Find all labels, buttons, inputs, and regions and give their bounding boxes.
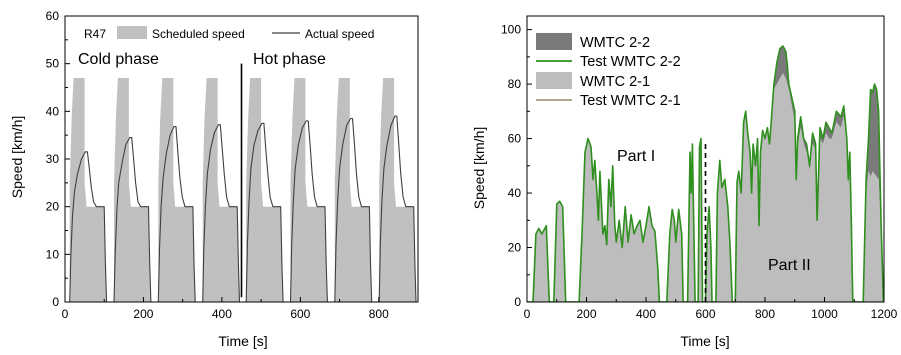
legend-label-test-wmtc22: Test WMTC 2-2 <box>580 54 681 70</box>
right-legend: WMTC 2-2 Test WMTC 2-2 WMTC 2-1 Test WMT… <box>536 33 681 109</box>
y-tick-label: 80 <box>508 77 522 91</box>
y-tick-label: 20 <box>46 200 60 214</box>
part-two-annotation: Part II <box>768 257 811 274</box>
x-tick-label: 800 <box>369 307 389 321</box>
legend-swatch-scheduled <box>117 26 147 39</box>
series-area-r-2 <box>527 73 884 302</box>
x-tick-label: 0 <box>62 307 69 321</box>
left-y-axis-title: Speed [km/h] <box>9 116 25 199</box>
y-tick-label: 20 <box>508 241 522 255</box>
legend-label-wmtc21: WMTC 2-1 <box>580 74 650 90</box>
right-chart: 0 200 400 600 800 1000 1200 0 20 40 60 80 100 Time … <box>471 15 898 349</box>
y-tick-label: 0 <box>514 295 521 309</box>
y-tick-label: 50 <box>46 57 60 71</box>
y-tick-label: 60 <box>508 132 522 146</box>
right-plot-area <box>527 45 884 302</box>
hot-phase-annotation: Hot phase <box>253 51 326 68</box>
y-tick-label: 60 <box>46 9 60 23</box>
part-one-annotation: Part I <box>617 148 655 165</box>
y-tick-label: 10 <box>46 247 60 261</box>
legend-swatch-wmtc21 <box>536 72 572 89</box>
x-tick-label: 400 <box>636 307 656 321</box>
cold-phase-annotation: Cold phase <box>78 51 159 68</box>
legend-label-test-wmtc21: Test WMTC 2-1 <box>580 93 681 109</box>
x-tick-label: 600 <box>695 307 715 321</box>
series-area-l-0 <box>69 78 417 302</box>
y-tick-label: 40 <box>508 186 522 200</box>
y-tick-label: 100 <box>501 23 521 37</box>
left-x-axis-title: Time [s] <box>218 333 267 349</box>
left-legend: R47 Scheduled speed Actual speed <box>80 22 396 44</box>
x-tick-label: 800 <box>755 307 775 321</box>
left-legend-bg <box>80 22 396 44</box>
legend-swatch-wmtc22 <box>536 33 572 50</box>
x-tick-label: 1000 <box>811 307 838 321</box>
right-x-axis-title: Time [s] <box>680 333 729 349</box>
series-line-r-1 <box>527 45 884 302</box>
y-tick-label: 40 <box>46 104 60 118</box>
series-line-l-1 <box>69 115 417 302</box>
x-tick-label: 0 <box>524 307 531 321</box>
left-plot-area <box>69 78 417 302</box>
left-chart: 0 200 400 600 800 0 10 20 30 40 50 60 Time [s] Spe… <box>9 9 419 349</box>
legend-label-actual: Actual speed <box>305 27 374 41</box>
left-x-ticks: 0 200 400 600 800 <box>62 297 389 321</box>
x-tick-label: 400 <box>212 307 232 321</box>
left-y-ticks: 0 10 20 30 40 50 60 <box>46 9 70 309</box>
legend-title: R47 <box>84 27 106 41</box>
legend-label-scheduled: Scheduled speed <box>152 27 245 41</box>
legend-label-wmtc22: WMTC 2-2 <box>580 35 650 51</box>
right-x-ticks: 0 200 400 600 800 1000 1200 <box>524 297 898 321</box>
x-tick-label: 200 <box>133 307 153 321</box>
x-tick-label: 600 <box>290 307 310 321</box>
y-tick-label: 0 <box>52 295 59 309</box>
right-y-axis-title: Speed [km/h] <box>471 127 487 210</box>
right-y-ticks: 0 20 40 60 80 100 <box>501 23 532 309</box>
x-tick-label: 1200 <box>871 307 898 321</box>
x-tick-label: 200 <box>576 307 596 321</box>
y-tick-label: 30 <box>46 152 60 166</box>
